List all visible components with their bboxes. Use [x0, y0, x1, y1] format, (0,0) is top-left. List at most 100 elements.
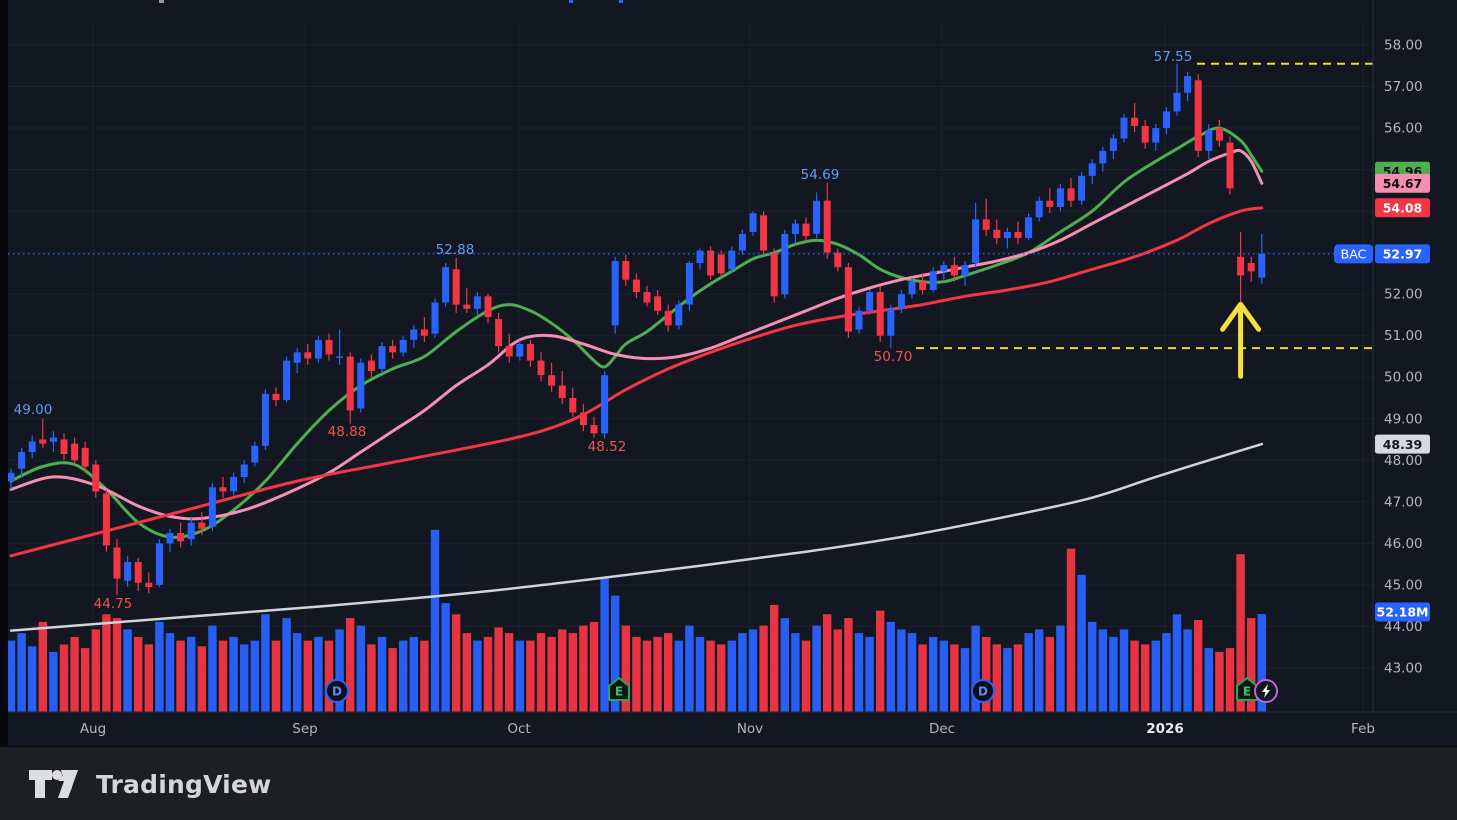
price-tick-label[interactable]: 57.00 — [1384, 79, 1423, 95]
price-annotations: 49.00 44.75 48.88 52.88 48.52 54.69 50.70 57.55 — [14, 49, 1193, 612]
volume-bar — [17, 633, 26, 712]
price-tick-label[interactable]: 52.00 — [1384, 287, 1423, 303]
candle-body — [738, 234, 746, 251]
candle-body — [1184, 76, 1192, 93]
volume-bar — [939, 640, 948, 712]
candle-body — [929, 271, 937, 290]
candle-body — [1237, 256, 1245, 276]
tradingview-logo-icon[interactable] — [28, 769, 82, 799]
candle-body — [1046, 200, 1054, 207]
volume-bar — [377, 636, 387, 712]
candle-body — [643, 292, 651, 303]
price-axis[interactable]: 58.00 57.00 56.00 52.00 51.00 50.00 49.00 48.00… — [1334, 0, 1430, 712]
volume-bar — [812, 625, 821, 712]
up-arrow-drawing[interactable] — [1220, 301, 1262, 379]
price-badge-52.97: 52.97 — [1383, 247, 1423, 262]
price-badge-box — [1375, 244, 1430, 264]
earnings-icon[interactable] — [608, 677, 630, 701]
volume-bar — [1183, 629, 1192, 712]
volume-bar — [706, 640, 715, 712]
price-tick-label[interactable]: 44.00 — [1384, 619, 1423, 635]
candle-body — [134, 562, 142, 583]
price-tick-label[interactable]: 46.00 — [1384, 536, 1423, 552]
volume-bar — [91, 629, 100, 712]
price-tick-label[interactable]: 58.00 — [1384, 38, 1423, 54]
candle-body — [728, 250, 736, 270]
volume-bar — [314, 636, 323, 712]
month-label-Aug[interactable]: Aug — [80, 721, 106, 737]
candle-body — [972, 219, 980, 263]
price-tick-label[interactable]: 45.00 — [1384, 577, 1423, 593]
volume-bar — [165, 633, 175, 712]
brand-name[interactable]: TradingView — [96, 769, 272, 799]
candle-body — [781, 234, 789, 295]
clipped-legend-mark — [569, 0, 573, 3]
price-badge-box — [1375, 434, 1430, 454]
price-tick-label[interactable]: 56.00 — [1384, 121, 1423, 137]
candle-body — [442, 267, 450, 303]
month-label-Oct[interactable]: Oct — [507, 721, 530, 737]
candle-body — [1131, 117, 1139, 126]
price-badge-box — [1375, 602, 1430, 622]
dividend-icon[interactable] — [971, 679, 995, 703]
swing-label-52.88: 52.88 — [436, 242, 475, 258]
volume-bar — [759, 625, 768, 712]
volume-bar — [1035, 629, 1044, 712]
month-label-Sep[interactable]: Sep — [292, 721, 317, 737]
price-tick-label[interactable]: 50.00 — [1384, 370, 1423, 386]
month-label-Feb[interactable]: Feb — [1351, 721, 1375, 737]
price-tick-label[interactable]: 43.00 — [1384, 660, 1423, 676]
volume-bar — [791, 633, 800, 712]
candle-body — [1067, 188, 1075, 201]
candle-body — [49, 437, 57, 442]
candle-body — [304, 352, 312, 359]
candle-body — [484, 296, 492, 318]
candle-body — [940, 265, 948, 272]
earnings-icon[interactable] — [1236, 677, 1258, 701]
candle-body — [770, 252, 778, 297]
volume-bar — [250, 640, 259, 712]
chart-drawings[interactable] — [8, 62, 1373, 379]
price-tick-label[interactable]: 47.00 — [1384, 494, 1423, 510]
price-tick-label[interactable]: 49.00 — [1384, 411, 1423, 427]
volume-bar — [441, 603, 450, 712]
candle-body — [81, 447, 89, 467]
candle-body — [1162, 111, 1170, 128]
candle-body — [1152, 128, 1160, 143]
volume-bar — [303, 640, 312, 712]
chart-panel[interactable]: 49.00 44.75 48.88 52.88 48.52 54.69 50.70 57.55… — [0, 0, 1457, 746]
volume-bar — [261, 614, 270, 712]
candle-body — [124, 562, 132, 581]
volume-bar — [600, 578, 609, 712]
volume-bar — [1236, 554, 1245, 712]
volume-bar — [134, 636, 143, 712]
month-label-Dec[interactable]: Dec — [929, 721, 955, 737]
volume-bar — [38, 621, 47, 712]
month-label-Nov[interactable]: Nov — [737, 721, 763, 737]
candle-body — [431, 302, 439, 334]
volume-bar — [854, 633, 864, 712]
swing-label-44.75: 44.75 — [94, 596, 133, 612]
dividend-icon[interactable] — [325, 679, 349, 703]
candle-body — [155, 543, 163, 585]
month-label-2026[interactable]: 2026 — [1146, 721, 1184, 737]
price-tick-label[interactable]: 51.00 — [1384, 328, 1423, 344]
symbol-price-label-box — [1334, 244, 1373, 264]
candle-body — [102, 493, 110, 546]
candle-body — [505, 346, 513, 357]
volume-bar — [367, 644, 376, 712]
volume-bar — [1257, 614, 1266, 712]
time-axis[interactable]: Aug Sep Oct Nov Dec 2026 Feb — [0, 711, 1457, 737]
candle-body — [1215, 128, 1223, 141]
volume-bars — [6, 529, 1266, 712]
candle-body — [632, 279, 640, 293]
price-badge-box — [1375, 173, 1430, 193]
volume-bar — [579, 625, 588, 712]
price-chart[interactable]: 49.00 44.75 48.88 52.88 48.52 54.69 50.70 57.55… — [0, 0, 1457, 746]
volume-bar — [282, 618, 291, 712]
candle-body — [251, 445, 259, 463]
volume-bar — [324, 640, 334, 712]
price-tick-label[interactable]: 48.00 — [1384, 453, 1423, 469]
